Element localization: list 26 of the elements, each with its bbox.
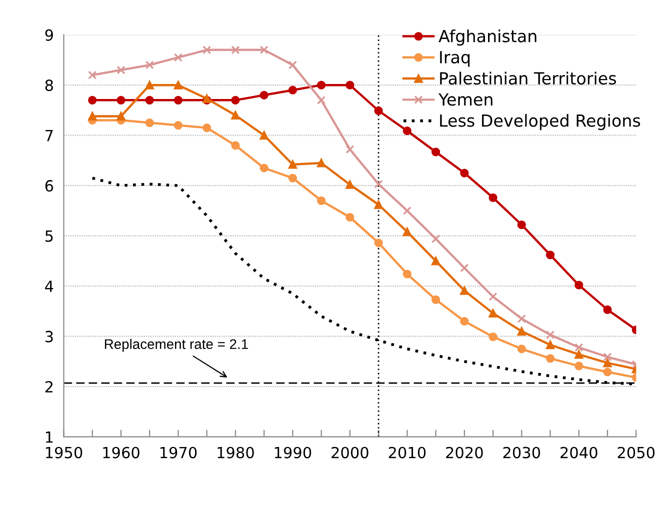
legend-label: Less Developed Regions	[440, 114, 640, 130]
y-tick-label: 1	[46, 431, 53, 443]
x-tick-label: 1960	[103, 446, 140, 458]
x-tick-label: 2040	[560, 446, 598, 458]
y-tick-label: 3	[45, 330, 53, 342]
y-tick-label: 8	[45, 80, 53, 92]
x-tick-label: 1990	[274, 446, 312, 458]
x-tick-label: 2050	[618, 446, 655, 458]
y-tick-label: 9	[45, 29, 53, 41]
legend-label: Afghanistan	[438, 29, 536, 46]
legend-label: Iraq	[440, 51, 470, 67]
x-tick-label: 1980	[218, 446, 254, 458]
legend-label: Yemen	[438, 93, 492, 106]
legend-label: Palestinian Territories	[440, 72, 616, 85]
x-tick-label: 1950	[46, 446, 82, 458]
y-tick-label: 5	[45, 230, 53, 242]
y-tick-label: 2	[45, 381, 52, 392]
x-tick-label: 2030	[503, 446, 540, 458]
x-tick-label: 2000	[332, 446, 368, 458]
annotation: Replacement rate = 2.1	[104, 338, 248, 352]
x-tick-label: 2010	[388, 446, 426, 458]
y-tick-label: 6	[45, 180, 54, 192]
x-tick-label: 2020	[446, 446, 483, 458]
x-tick-label: 1970	[160, 446, 197, 458]
y-tick-label: 4	[45, 280, 54, 292]
y-tick-label: 7	[46, 130, 53, 142]
